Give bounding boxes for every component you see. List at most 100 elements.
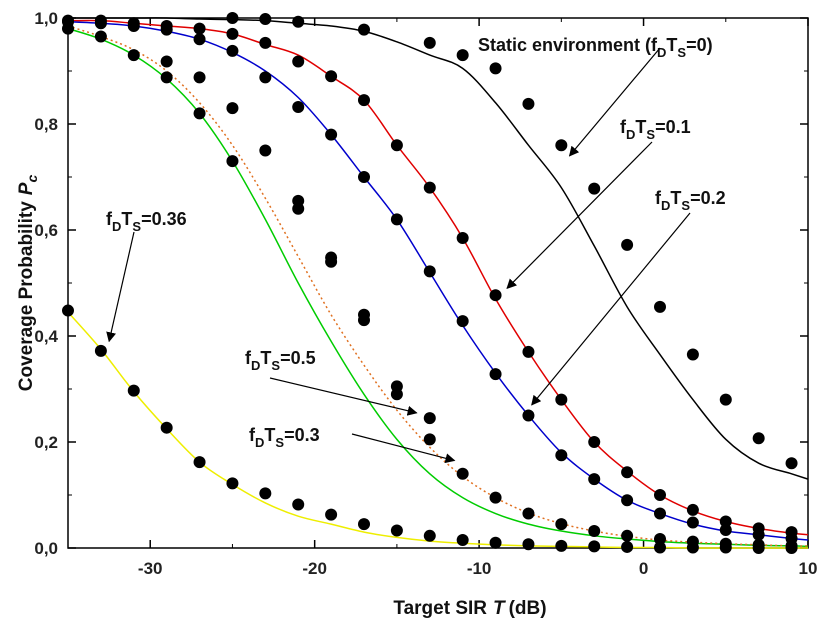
series-0-point bbox=[522, 97, 535, 110]
series-0-point bbox=[785, 457, 798, 470]
annotation-arrow-1 bbox=[506, 141, 653, 290]
annotation-text-part: f bbox=[249, 425, 256, 445]
annotation-text-part: =0) bbox=[686, 35, 713, 55]
annotation-label-3: fDTS=0.36 bbox=[106, 209, 187, 234]
series-0-point bbox=[292, 15, 305, 28]
series-2-point bbox=[94, 17, 107, 30]
series-line-2 bbox=[67, 20, 809, 541]
series-5-point bbox=[522, 538, 535, 551]
series-line-3 bbox=[67, 27, 809, 548]
annotation-text-part: T bbox=[635, 117, 646, 137]
annotation-text-part: T bbox=[666, 35, 677, 55]
series-2-point bbox=[259, 71, 272, 84]
annotation-arrow-4 bbox=[269, 377, 418, 416]
series-5-point bbox=[259, 487, 272, 500]
series-5-point bbox=[292, 498, 305, 511]
annotation-layer: Static environment (fDTS=0)fDTS=0.1fDTS=… bbox=[106, 35, 726, 464]
annotation-text-part: f bbox=[106, 209, 113, 229]
series-0-point bbox=[588, 182, 601, 195]
annotation-text-part: S bbox=[646, 127, 655, 142]
series-4-point bbox=[358, 308, 370, 321]
annotation-text-part: T bbox=[260, 348, 271, 368]
annotation-text-part: Static environment (f bbox=[478, 35, 658, 55]
y-axis-title: Coverage ProbabilityPc bbox=[16, 175, 40, 392]
x-tick-label: -10 bbox=[467, 559, 492, 578]
annotation-text-part: =0.36 bbox=[141, 209, 187, 229]
annotation-text-part: D bbox=[626, 127, 635, 142]
annotation-text-part: S bbox=[677, 45, 686, 60]
x-tick-label: 10 bbox=[799, 559, 818, 578]
series-4-point bbox=[94, 30, 107, 43]
annotation-label-5: fDTS=0.3 bbox=[249, 425, 320, 450]
y-tick-label: 0,4 bbox=[34, 327, 58, 346]
series-0-point bbox=[621, 238, 634, 251]
series-1-point bbox=[588, 436, 601, 448]
series-2-point bbox=[588, 473, 601, 486]
annotation-text-part: S bbox=[132, 219, 141, 234]
annotation-text-part: D bbox=[112, 219, 121, 234]
series-4-point bbox=[226, 102, 239, 115]
annotation-text-part: T bbox=[121, 209, 132, 229]
series-4-point bbox=[423, 412, 436, 425]
series-2-point bbox=[390, 213, 403, 226]
annotation-text-part: =0.3 bbox=[284, 425, 320, 445]
series-3-point bbox=[522, 507, 535, 520]
annotation-text-part: S bbox=[275, 435, 284, 450]
y-tick-label: 0,8 bbox=[34, 115, 58, 134]
x-tick-label: -30 bbox=[138, 559, 163, 578]
series-0-point bbox=[456, 49, 469, 62]
series-5-point bbox=[226, 477, 239, 490]
series-1-point bbox=[621, 466, 634, 479]
series-5-point bbox=[193, 456, 206, 469]
x-axis-title: Target SIR T (dB) bbox=[393, 598, 546, 619]
series-2-point bbox=[719, 523, 732, 536]
series-2-point bbox=[160, 23, 173, 36]
series-1-point bbox=[259, 36, 272, 49]
series-2-point bbox=[325, 128, 338, 141]
annotation-arrow-0 bbox=[568, 47, 661, 157]
series-5-point bbox=[390, 524, 403, 537]
series-2-point bbox=[358, 171, 370, 183]
series-2-point bbox=[456, 315, 469, 328]
annotation-text-part: T bbox=[264, 425, 275, 445]
series-2-point bbox=[489, 368, 502, 381]
series-1-point bbox=[686, 503, 699, 516]
series-4-point bbox=[160, 55, 173, 68]
series-3-point bbox=[62, 22, 74, 35]
series-1-point bbox=[423, 181, 436, 194]
annotation-arrow-5 bbox=[351, 433, 456, 464]
series-3-point bbox=[588, 525, 601, 538]
series-1-point bbox=[193, 22, 206, 35]
annotation-label-1: fDTS=0.1 bbox=[620, 117, 691, 142]
series-2-point bbox=[423, 265, 436, 278]
y-tick-label: 0,6 bbox=[34, 221, 58, 240]
series-3-point bbox=[127, 49, 140, 62]
series-2-point bbox=[193, 33, 206, 46]
series-1-point bbox=[292, 55, 305, 68]
series-2-point bbox=[654, 507, 666, 520]
annotation-label-4: fDTS=0.5 bbox=[245, 348, 316, 373]
series-4-point bbox=[292, 194, 305, 207]
series-1-point bbox=[522, 345, 535, 358]
series-5-point bbox=[588, 540, 601, 553]
series-5-point bbox=[621, 540, 634, 553]
series-5-point bbox=[94, 344, 107, 357]
series-5-point bbox=[752, 542, 765, 554]
series-5-point bbox=[555, 539, 568, 552]
series-3-point bbox=[226, 155, 239, 168]
y-tick-label: 0,0 bbox=[34, 539, 58, 558]
series-0-point bbox=[555, 139, 568, 152]
series-3-point bbox=[654, 532, 666, 545]
series-layer bbox=[67, 17, 809, 549]
series-2-point bbox=[686, 516, 699, 529]
annotation-arrow-2 bbox=[531, 212, 691, 406]
series-5-point bbox=[423, 529, 436, 542]
series-5-point bbox=[62, 304, 74, 317]
x-tick-label: -20 bbox=[302, 559, 327, 578]
series-5-point bbox=[358, 518, 370, 531]
series-5-point bbox=[127, 384, 140, 397]
plot-frame bbox=[67, 17, 809, 549]
series-5-point bbox=[456, 534, 469, 547]
annotation-text-part: f bbox=[620, 117, 627, 137]
